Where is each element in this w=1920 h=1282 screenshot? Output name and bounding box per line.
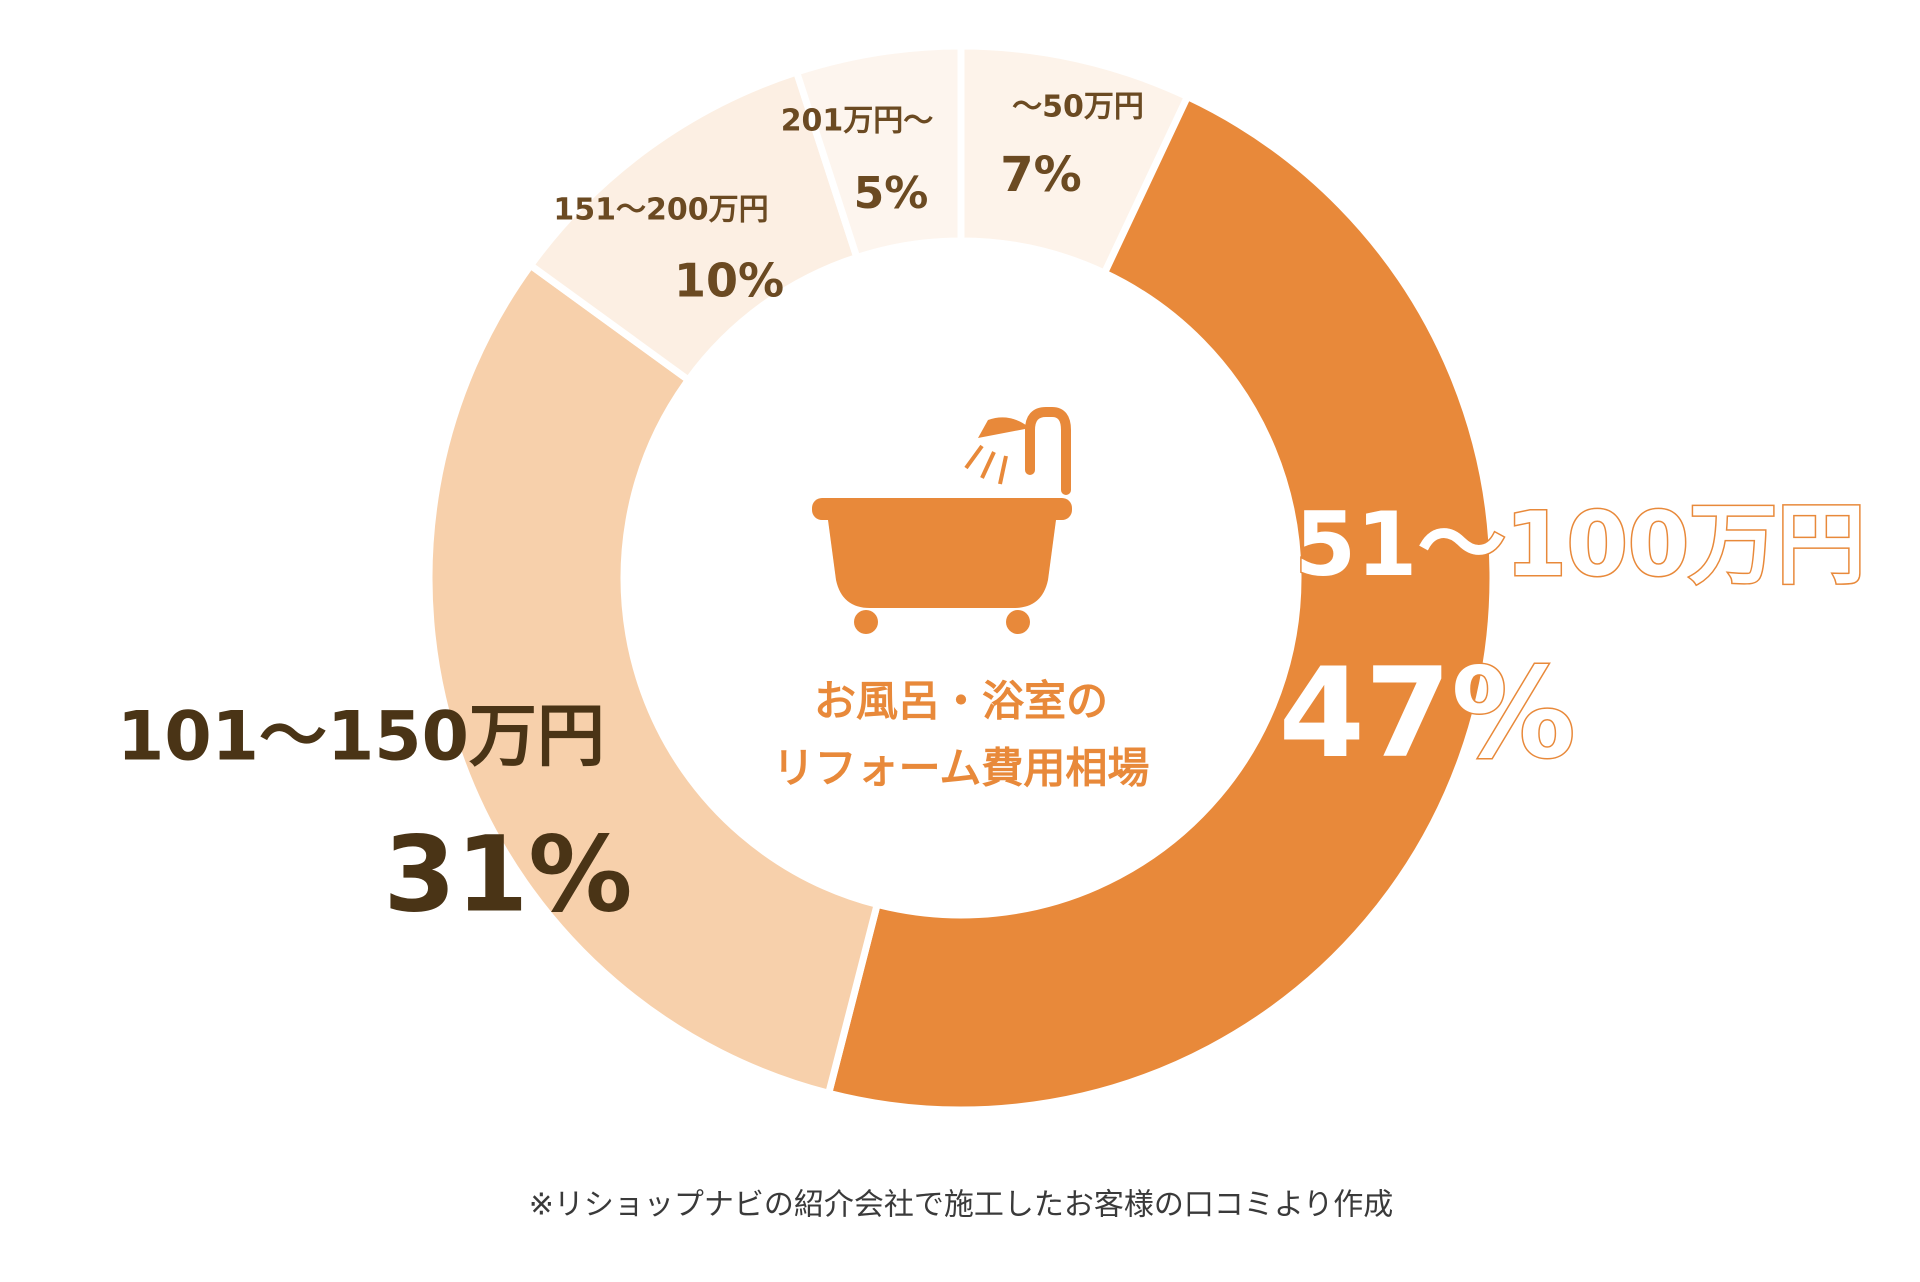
category-label: 101〜150万円 [117,698,605,777]
value-label: 31% [384,813,633,935]
category-label: 201万円〜 [781,104,934,139]
center-title: リフォーム費用相場 [773,744,1150,793]
bathtub-icon [812,407,1072,634]
category-label: 〜50万円 [1012,90,1144,125]
value-label: 10% [674,254,784,308]
value-label: 7% [1000,147,1082,203]
category-label: 51〜100万円 [1295,493,1865,596]
donut-slice [824,91,1497,1114]
donut-slice [425,260,882,1098]
donut-slice [792,42,965,262]
value-label: 5% [854,168,929,219]
category-label: 151〜200万円 [553,193,768,228]
value-label: 47% [1279,642,1576,786]
center-title: お風呂・浴室の [814,677,1108,726]
footnote: ※リショップナビの紹介会社で施工したお客様の口コミより作成 [529,1188,1394,1223]
